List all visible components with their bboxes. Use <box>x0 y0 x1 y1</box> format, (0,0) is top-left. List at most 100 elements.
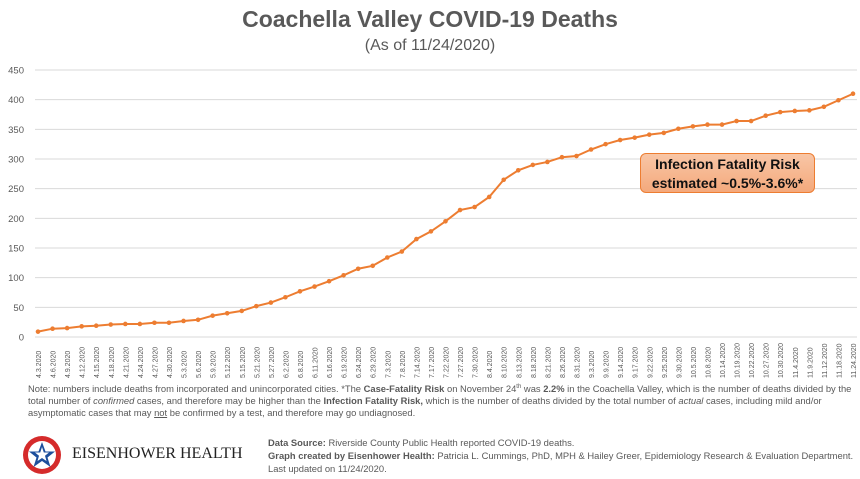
y-tick-label: 250 <box>8 184 24 195</box>
data-point <box>64 325 70 331</box>
data-point <box>254 303 259 309</box>
x-tick-label: 6.8.2020 <box>298 351 305 378</box>
chart-title: Coachella Valley COVID-19 Deaths <box>242 6 618 32</box>
source-text: Riverside County Public Health reported … <box>325 437 575 448</box>
data-point <box>370 263 376 269</box>
x-tick-label: 5.9.2020 <box>211 351 218 378</box>
x-tick-label: 7.22.2020 <box>444 347 451 378</box>
x-tick-label: 10.27.2020 <box>764 343 771 378</box>
data-point <box>690 124 696 129</box>
data-point <box>79 324 84 329</box>
footnote: Note: numbers include deaths from incorp… <box>28 383 856 419</box>
note-underline: not <box>154 407 168 418</box>
x-tick-label: 10.14.2020 <box>720 343 727 378</box>
data-point <box>428 229 434 234</box>
data-point <box>152 320 157 326</box>
note-bold: Infection Fatality Risk, <box>323 395 424 406</box>
data-point <box>123 321 128 327</box>
data-point <box>501 177 507 183</box>
y-tick-label: 100 <box>8 273 24 284</box>
data-point <box>632 135 637 140</box>
x-tick-label: 7.3.2020 <box>385 351 392 378</box>
x-tick-label: 4.18.2020 <box>109 347 116 378</box>
y-tick-label: 50 <box>13 303 24 314</box>
data-point <box>617 137 623 143</box>
x-tick-label: 8.10.2020 <box>502 347 509 378</box>
x-tick-label: 8.26.2020 <box>560 347 567 378</box>
data-point <box>355 266 361 272</box>
x-tick-label: 9.30.2020 <box>676 347 683 378</box>
x-tick-label: 6.19.2020 <box>342 347 349 378</box>
fatality-risk-annotation: Infection Fatality Risk estimated ~0.5%-… <box>640 153 815 193</box>
data-point <box>486 194 492 200</box>
x-tick-label: 11.4.2020 <box>793 347 800 378</box>
data-point <box>268 300 274 305</box>
data-point <box>559 154 565 160</box>
y-tick-label: 150 <box>8 244 24 255</box>
x-tick-label: 9.17.2020 <box>633 347 640 378</box>
x-tick-label: 4.3.2020 <box>36 351 43 378</box>
data-point <box>341 272 346 278</box>
x-tick-label: 5.12.2020 <box>225 347 232 378</box>
data-point <box>50 326 55 331</box>
note-text: be confirmed by a test, and therefore ma… <box>167 407 416 418</box>
data-point <box>734 118 739 124</box>
x-tick-label: 10.19.2020 <box>735 343 742 378</box>
data-point <box>646 132 652 137</box>
x-tick-label: 4.9.2020 <box>65 351 72 378</box>
y-tick-label: 400 <box>8 95 24 106</box>
data-point <box>35 329 41 334</box>
note-italic: actual <box>678 395 704 406</box>
note-sup: th <box>516 383 522 390</box>
source-credits: Data Source: Riverside County Public Hea… <box>268 436 856 475</box>
note-text: which is the number of deaths divided by… <box>423 395 679 406</box>
annotation-line-2: estimated ~0.5%-3.6%* <box>651 175 804 191</box>
x-tick-label: 4.27.2020 <box>152 347 159 378</box>
data-point <box>326 278 332 284</box>
x-tick-label: 4.6.2020 <box>51 351 58 378</box>
data-point <box>108 322 114 327</box>
x-tick-label: 7.8.2020 <box>400 351 407 378</box>
x-tick-label: 6.29.2020 <box>371 347 378 378</box>
data-point <box>792 108 798 114</box>
data-point <box>239 308 245 314</box>
note-text: cases, and therefore may be higher than … <box>134 395 324 406</box>
data-point <box>574 153 579 159</box>
chart-subtitle: (As of 11/24/2020) <box>364 37 496 54</box>
data-point <box>283 294 288 300</box>
data-point <box>719 122 725 127</box>
data-point <box>821 104 827 110</box>
x-tick-label: 9.9.2020 <box>604 351 611 378</box>
x-tick-label: 10.5.2020 <box>691 347 698 378</box>
x-tick-label: 9.22.2020 <box>647 347 654 378</box>
x-tick-label: 6.11.2020 <box>313 347 320 378</box>
x-tick-label: 8.4.2020 <box>487 351 494 378</box>
note-italic: confirmed <box>93 395 135 406</box>
data-point <box>807 108 812 113</box>
data-point <box>515 167 521 173</box>
eisenhower-health-logo: EISENHOWER HEALTH <box>20 434 264 476</box>
y-tick-label: 450 <box>8 66 24 77</box>
y-tick-label: 350 <box>8 125 24 136</box>
x-tick-label: 6.24.2020 <box>356 347 363 378</box>
x-tick-label: 4.30.2020 <box>167 347 174 378</box>
data-point <box>545 159 550 165</box>
x-tick-label: 5.27.2020 <box>269 347 276 378</box>
y-tick-label: 200 <box>8 214 24 225</box>
data-point <box>705 122 710 127</box>
x-tick-label: 6.16.2020 <box>327 347 334 378</box>
note-text: Note: numbers include deaths from incorp… <box>28 383 364 394</box>
x-tick-label: 8.21.2020 <box>545 347 552 378</box>
data-point <box>312 284 317 289</box>
x-tick-label: 9.25.2020 <box>662 347 669 378</box>
x-tick-label: 11.9.2020 <box>807 347 814 378</box>
x-tick-label: 8.18.2020 <box>531 347 538 378</box>
x-tick-label: 8.31.2020 <box>574 347 581 378</box>
x-tick-label: 7.17.2020 <box>429 347 436 378</box>
star-emblem-icon <box>23 436 61 474</box>
data-point <box>603 141 608 147</box>
data-point <box>166 320 172 326</box>
data-point <box>210 313 215 318</box>
x-tick-label: 10.22.2020 <box>749 343 756 378</box>
note-bold: Case-Fatality Risk <box>363 383 445 394</box>
